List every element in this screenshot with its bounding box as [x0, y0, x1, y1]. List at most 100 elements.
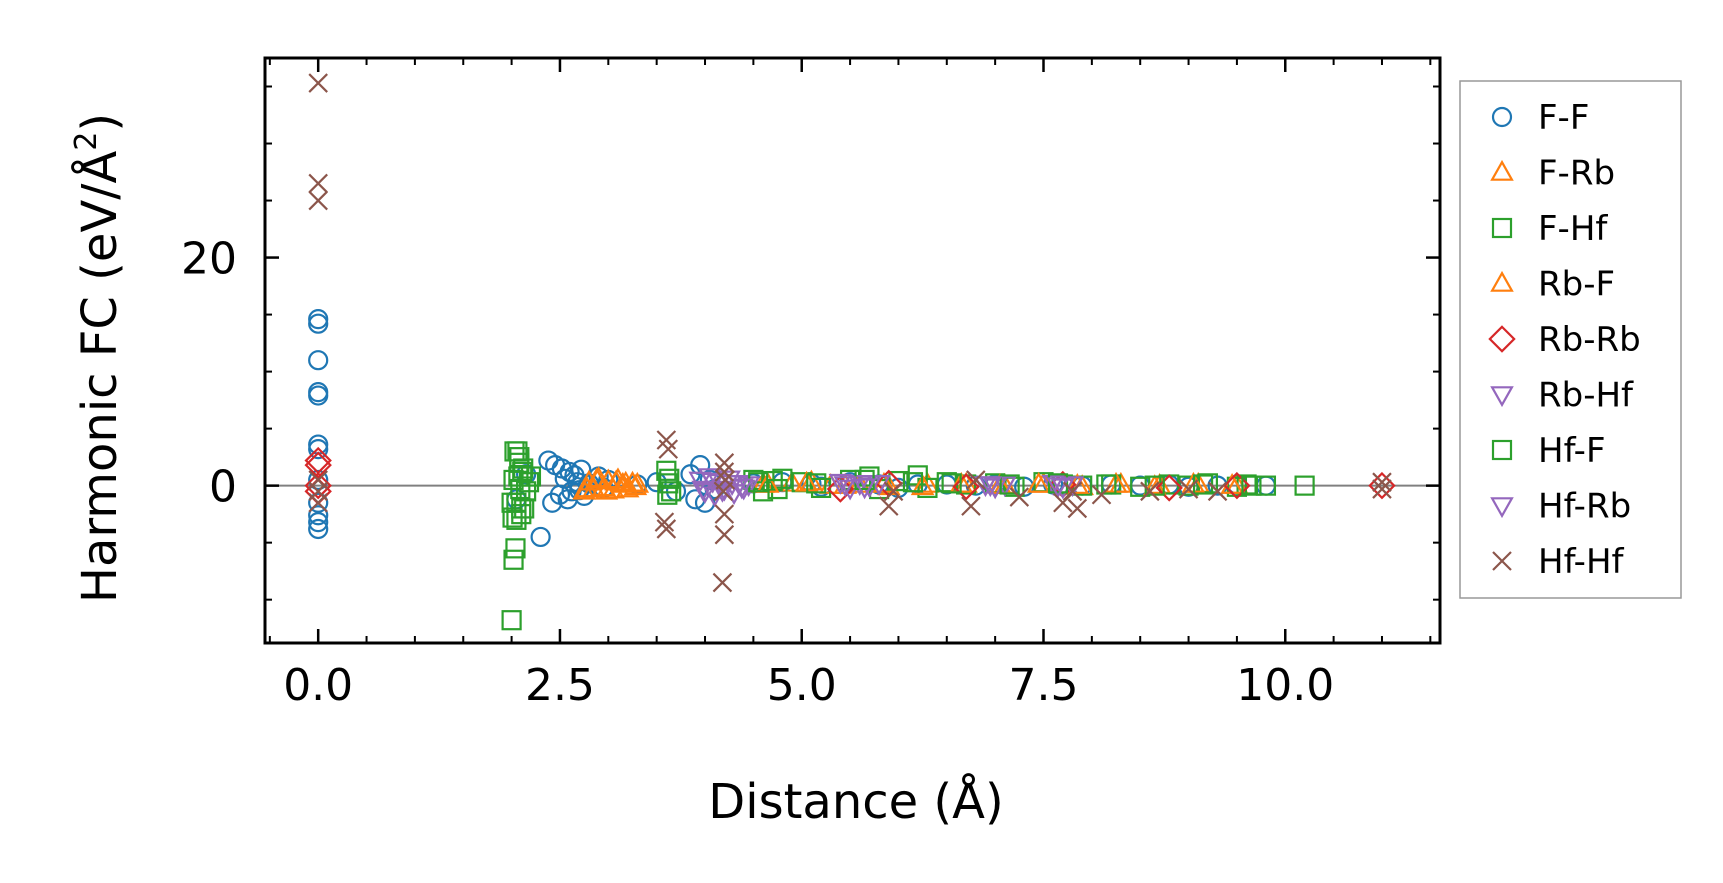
legend-entry: Rb-Hf [1490, 376, 1634, 416]
data-point [772, 468, 793, 489]
legend-frame [1459, 80, 1682, 599]
series-hf-hf [308, 73, 1392, 593]
data-point [1046, 477, 1070, 499]
data-point [714, 504, 735, 524]
legend-entry: Rb-Rb [1488, 320, 1641, 360]
data-point [917, 477, 938, 499]
data-point [1062, 481, 1083, 502]
y-axis-label-superscript: 2 [69, 132, 104, 151]
data-point [1067, 498, 1088, 519]
legend-entry: Hf-Rb [1490, 487, 1631, 527]
data-point [308, 73, 328, 93]
data-point [941, 473, 962, 494]
axes: 0.0 2.5 5.0 7.5 10.0 0 20 [181, 56, 1442, 711]
data-point [690, 455, 711, 476]
x-axis-label: Distance (Å) [708, 773, 1003, 830]
data-point [1255, 475, 1277, 496]
data-point [504, 441, 525, 462]
data-point [1053, 492, 1073, 513]
data-point [714, 524, 735, 545]
data-point [1140, 481, 1160, 502]
data-point [1223, 471, 1251, 500]
data-point [503, 549, 524, 570]
data-point [1047, 473, 1069, 494]
legend-label: F-Hf [1538, 209, 1608, 249]
data-point [888, 470, 909, 492]
data-point [308, 512, 329, 533]
data-point [613, 470, 638, 492]
data-point [729, 478, 754, 500]
y-axis-label-main: Harmonic FC (eV/Å [71, 151, 128, 604]
data-point [308, 385, 329, 406]
series-f-hf [501, 441, 1315, 631]
data-point [659, 468, 680, 489]
data-point [720, 475, 744, 496]
data-point [615, 476, 640, 498]
data-point [966, 470, 986, 490]
data-point [623, 474, 648, 496]
data-point [767, 478, 788, 500]
legend-label: Rb-Hf [1538, 376, 1634, 416]
data-point [826, 475, 855, 503]
legend-entry: F-Hf [1491, 209, 1608, 249]
legend-marker [1490, 386, 1514, 408]
data-point [506, 492, 527, 513]
data-point [1178, 479, 1199, 499]
data-point [883, 481, 904, 502]
series-f-f [308, 309, 1277, 548]
axes-frame [263, 56, 1442, 645]
data-point [806, 473, 827, 494]
data-point [961, 496, 981, 516]
data-point [518, 472, 540, 493]
data-point [1372, 479, 1392, 499]
data-point [654, 512, 675, 532]
data-point [657, 484, 678, 505]
data-point [308, 173, 328, 194]
x-tick-label: 5.0 [767, 660, 837, 711]
legend-marker [1490, 159, 1514, 181]
x-tick-label: 7.5 [1009, 660, 1079, 711]
data-point [308, 309, 329, 330]
data-point [1372, 472, 1392, 492]
data-point [508, 466, 529, 487]
data-point [559, 461, 580, 483]
legend-label: F-F [1538, 98, 1589, 138]
legend-marker [1491, 439, 1513, 461]
data-point [1026, 471, 1051, 493]
data-point [691, 480, 715, 502]
data-point [833, 476, 858, 498]
data-point [1241, 475, 1262, 496]
legend-entry: Hf-Hf [1492, 542, 1625, 582]
legend-label: Rb-F [1538, 265, 1615, 305]
data-point [514, 498, 535, 519]
data-point [308, 469, 329, 491]
data-point [1207, 481, 1228, 502]
data-point [512, 461, 533, 483]
data-point [715, 470, 736, 490]
data-point [308, 492, 328, 513]
y-tick-label: 20 [181, 234, 237, 285]
y-axis-label: Harmonic FC (eV/Å2) [69, 113, 128, 603]
data-point [902, 472, 924, 493]
legend-entry: Rb-F [1490, 265, 1615, 305]
data-point [584, 467, 609, 489]
legend-marker [1492, 551, 1512, 571]
legend-entry: F-Rb [1490, 154, 1615, 194]
legend-marker [1491, 106, 1513, 128]
x-tick-label: 10.0 [1236, 660, 1334, 711]
legend-label: Hf-Hf [1538, 542, 1625, 582]
legend-label: Hf-F [1538, 431, 1606, 471]
x-tick-label: 0.0 [283, 660, 353, 711]
data-point [978, 476, 1003, 498]
data-point [308, 505, 329, 526]
legend: F-F F-Rb F-Hf Rb-F Rb-Rb Rb-Hf Hf-F Hf-Rb Hf-Hf [1459, 80, 1682, 599]
data-point [714, 453, 735, 473]
data-point [828, 473, 853, 495]
data-point [308, 492, 329, 513]
legend-marker [1490, 497, 1514, 519]
data-point [308, 313, 329, 334]
data-point [308, 439, 329, 460]
y-axis-label-close: ) [72, 113, 128, 132]
data-point [1155, 474, 1183, 502]
